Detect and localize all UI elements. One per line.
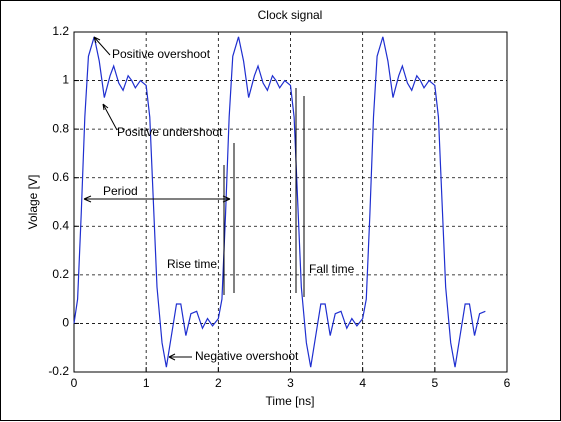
x-tick-label: 6 <box>504 376 511 390</box>
y-tick-label: -0.2 <box>48 364 69 378</box>
y-tick-label: 1 <box>62 73 69 87</box>
marker-line <box>223 143 235 295</box>
x-tick-label: 4 <box>359 376 366 390</box>
annotation: Positive undershoot <box>117 125 223 139</box>
arrow <box>93 36 111 56</box>
y-tick-label: 1.2 <box>52 24 69 38</box>
line <box>73 36 486 368</box>
y-tick-label: 0.4 <box>52 218 69 232</box>
annotation: Positive overshoot <box>112 47 211 61</box>
annotation: Negative overshoot <box>195 349 299 363</box>
marker-line <box>295 88 305 297</box>
x-tick-label: 2 <box>215 376 222 390</box>
axes-box <box>73 31 508 373</box>
y-tick-label: 0.2 <box>52 267 69 281</box>
arrow <box>102 103 118 131</box>
arrow <box>168 353 192 361</box>
chart-title: Clock signal <box>258 8 323 22</box>
y-tick-label: 0.6 <box>52 170 69 184</box>
x-tick-label: 0 <box>71 376 78 390</box>
plot: -0.200.20.40.60.811.20 1 2 3 4 5 6 <box>48 24 510 390</box>
x-axis-label: Time [ns] <box>266 394 315 408</box>
y-tick-label: 0 <box>62 316 69 330</box>
annotation: Period <box>103 184 138 198</box>
y-axis-label: Volage [V] <box>26 175 40 230</box>
y-tick-label: 0.8 <box>52 121 69 135</box>
x-tick-label: 3 <box>287 376 294 390</box>
arrow <box>83 195 231 203</box>
x-tick-label: 5 <box>431 376 438 390</box>
x-tick-label: 1 <box>143 376 150 390</box>
annotation: Rise time <box>167 257 217 271</box>
annotation: Fall time <box>309 262 355 276</box>
annotations: Positive overshoot Positive undershoot P… <box>83 36 355 363</box>
